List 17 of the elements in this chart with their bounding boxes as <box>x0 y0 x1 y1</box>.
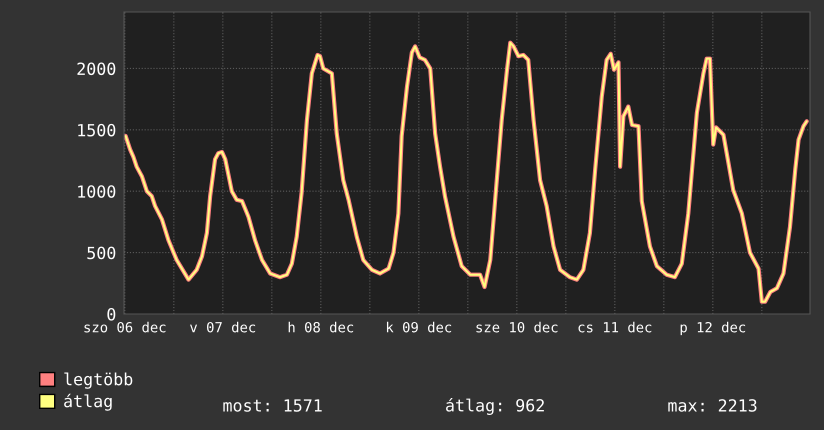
legend-label: átlag <box>64 394 112 411</box>
x-tick-label: sze 10 dec <box>476 322 558 332</box>
y-tick-label: 1000 <box>78 185 116 198</box>
y-tick-label: 2000 <box>77 62 116 76</box>
y-tick-label: 0 <box>107 308 116 321</box>
x-tick-label: v 07 dec <box>190 322 256 332</box>
x-tick-label: szo 06 dec <box>84 322 166 332</box>
text: átlag: 962 <box>446 398 544 415</box>
x-tick-label: p 12 dec <box>680 322 746 336</box>
x-tick-label: k 09 dec <box>386 322 452 332</box>
legend-label: legtöbb <box>64 372 132 389</box>
y-tick-label: 1500 <box>78 124 116 136</box>
y-tick-label: 500 <box>87 246 116 260</box>
text: max: 2213 <box>668 399 756 412</box>
x-tick-label: cs 11 dec <box>578 322 652 332</box>
x-tick-label: h 08 dec <box>288 322 354 332</box>
text: most: 1571 <box>223 399 322 412</box>
